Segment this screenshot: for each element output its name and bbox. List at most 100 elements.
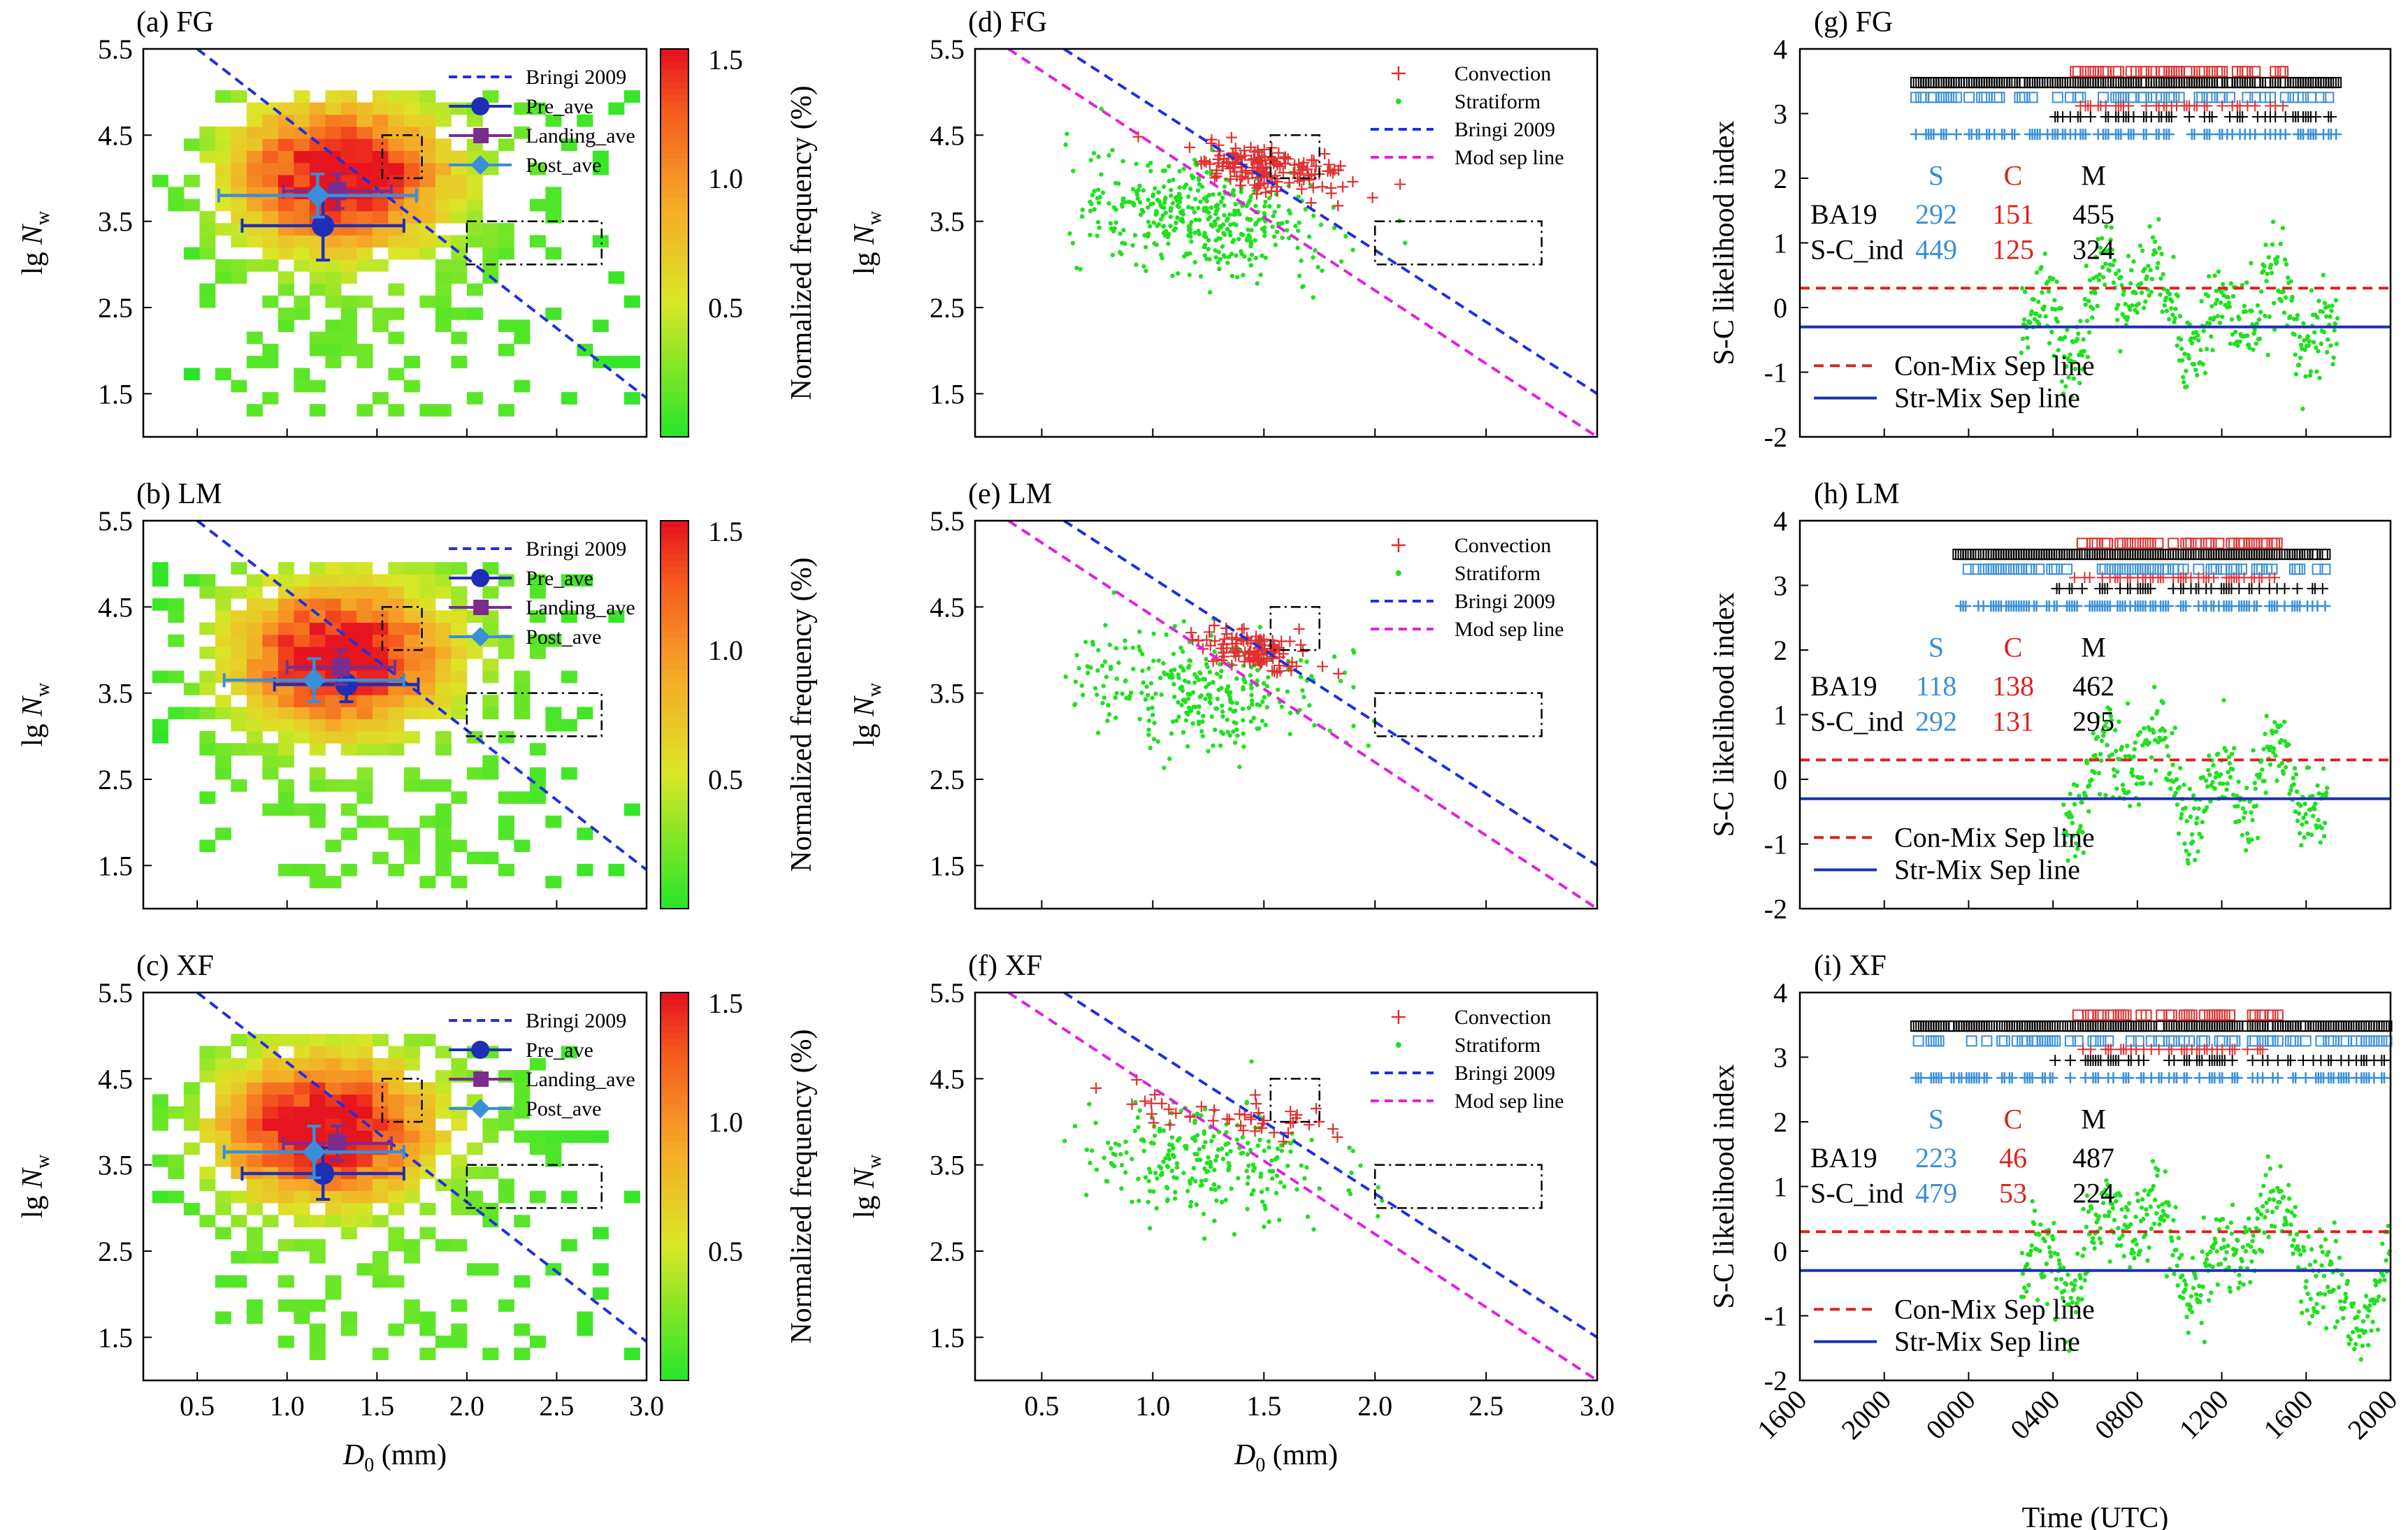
- stratiform-point: [1146, 666, 1151, 671]
- heatmap-cell: [246, 1202, 263, 1215]
- stratiform-point: [1198, 671, 1203, 676]
- convection-marker: [2249, 66, 2261, 78]
- colorbar-step: [661, 1063, 688, 1071]
- heatmap-cell: [372, 162, 389, 175]
- stratiform-point: [1141, 1139, 1146, 1143]
- index-point: [2259, 758, 2264, 763]
- stratiform-point: [1191, 1166, 1197, 1171]
- stratiform-point: [1317, 1186, 1322, 1191]
- heatmap-cell: [199, 791, 216, 804]
- heatmap-cell: [356, 127, 373, 139]
- stratiform-point: [1143, 245, 1148, 250]
- stratiform-point: [1197, 231, 1202, 237]
- index-point: [2275, 254, 2280, 260]
- convection-marker: [2100, 66, 2112, 78]
- stratiform-point: [1380, 1198, 1385, 1203]
- index-point: [2298, 831, 2302, 836]
- mixed-marker: [2224, 77, 2236, 89]
- heatmap-cell: [325, 610, 342, 623]
- heatmap-cell: [246, 162, 263, 175]
- heatmap-cell: [403, 380, 420, 393]
- heatmap-cell: [168, 598, 185, 611]
- heatmap-cell: [388, 1058, 405, 1071]
- heatmap-cell: [372, 308, 389, 320]
- stratiform-point: [1269, 1176, 1275, 1181]
- index-point: [2163, 295, 2169, 301]
- stratiform-point: [1143, 697, 1148, 702]
- index-point: [2304, 820, 2309, 825]
- heatmap-cell: [403, 562, 420, 575]
- stratiform-point: [1247, 257, 1252, 262]
- heatmap-cell: [403, 767, 420, 780]
- heatmap-cell: [168, 707, 185, 720]
- stratiform-point: [1332, 225, 1337, 231]
- heatmap-cell: [403, 1142, 420, 1155]
- heatmap-cell: [199, 210, 216, 224]
- stratiform-point: [1132, 233, 1138, 238]
- heatmap-cell: [294, 175, 310, 187]
- stratiform-marker: [1933, 1035, 1945, 1047]
- index-point: [2029, 1243, 2034, 1248]
- heatmap-cell: [372, 1058, 389, 1071]
- convection-point: [1223, 1113, 1235, 1125]
- heatmap-cell: [215, 259, 231, 272]
- stratiform-point: [1193, 161, 1198, 166]
- stratiform-point: [1189, 219, 1194, 225]
- heatmap-cell: [246, 1130, 263, 1143]
- index-point: [2196, 333, 2200, 338]
- heatmap-cell: [372, 90, 389, 103]
- colorbar-step: [661, 1005, 688, 1013]
- stratiform-point: [1162, 670, 1167, 675]
- colorbar-tick-label: 0.5: [708, 292, 743, 324]
- stratiform-point: [1258, 1171, 1264, 1176]
- stratiform-point: [1285, 219, 1290, 224]
- panel-title: (b) LM: [136, 478, 222, 510]
- heatmap-cell: [325, 1202, 342, 1215]
- heatmap-cell: [183, 199, 200, 212]
- stratiform-cross: [2216, 1072, 2228, 1084]
- heatmap-cell: [325, 574, 342, 587]
- heatmap-cell: [215, 695, 231, 707]
- index-point: [2139, 290, 2144, 295]
- heatmap-cell: [419, 876, 436, 888]
- panel-title: (c) XF: [136, 950, 214, 982]
- heatmap-cell: [262, 695, 279, 707]
- stratiform-point: [1278, 1143, 1284, 1148]
- heatmap-cell: [403, 102, 420, 115]
- index-point: [2175, 294, 2180, 298]
- index-point: [2100, 275, 2106, 280]
- convection-cross: [2216, 100, 2228, 112]
- legend-label: Stratiform: [1455, 90, 1541, 113]
- stratiform-point: [1104, 1178, 1109, 1184]
- heatmap-cell: [340, 295, 357, 308]
- heatmap-cell: [262, 199, 279, 212]
- mixed-cross: [2165, 111, 2177, 123]
- colorbar-step: [661, 669, 688, 677]
- heatmap-cell: [309, 331, 326, 345]
- index-point: [2093, 291, 2098, 296]
- reference-box: [1269, 606, 1320, 651]
- stratiform-point: [1248, 238, 1253, 243]
- index-point: [2210, 779, 2215, 785]
- heatmap-cell: [325, 719, 342, 732]
- convection-marker: [2072, 1009, 2084, 1021]
- mixed-cross: [2144, 583, 2156, 595]
- heatmap-cell: [592, 1287, 609, 1300]
- heatmap-cell: [356, 114, 373, 127]
- stratiform-point: [1192, 1151, 1197, 1157]
- heatmap-cell: [309, 562, 326, 575]
- colorbar-step: [661, 818, 688, 825]
- index-point: [2126, 789, 2131, 795]
- index-point: [2130, 767, 2135, 772]
- stratiform-point: [1202, 1106, 1208, 1112]
- stratiform-point: [1255, 667, 1260, 673]
- pre-marker: [312, 214, 335, 237]
- stratiform-point: [1346, 1188, 1351, 1193]
- index-point: [2298, 355, 2303, 361]
- heatmap-cell: [309, 102, 326, 115]
- index-point: [2321, 273, 2326, 277]
- heatmap-cell: [403, 695, 420, 707]
- index-point: [2194, 821, 2199, 826]
- convection-marker: [2110, 66, 2122, 78]
- y-axis-label: lg Nw: [17, 1154, 54, 1218]
